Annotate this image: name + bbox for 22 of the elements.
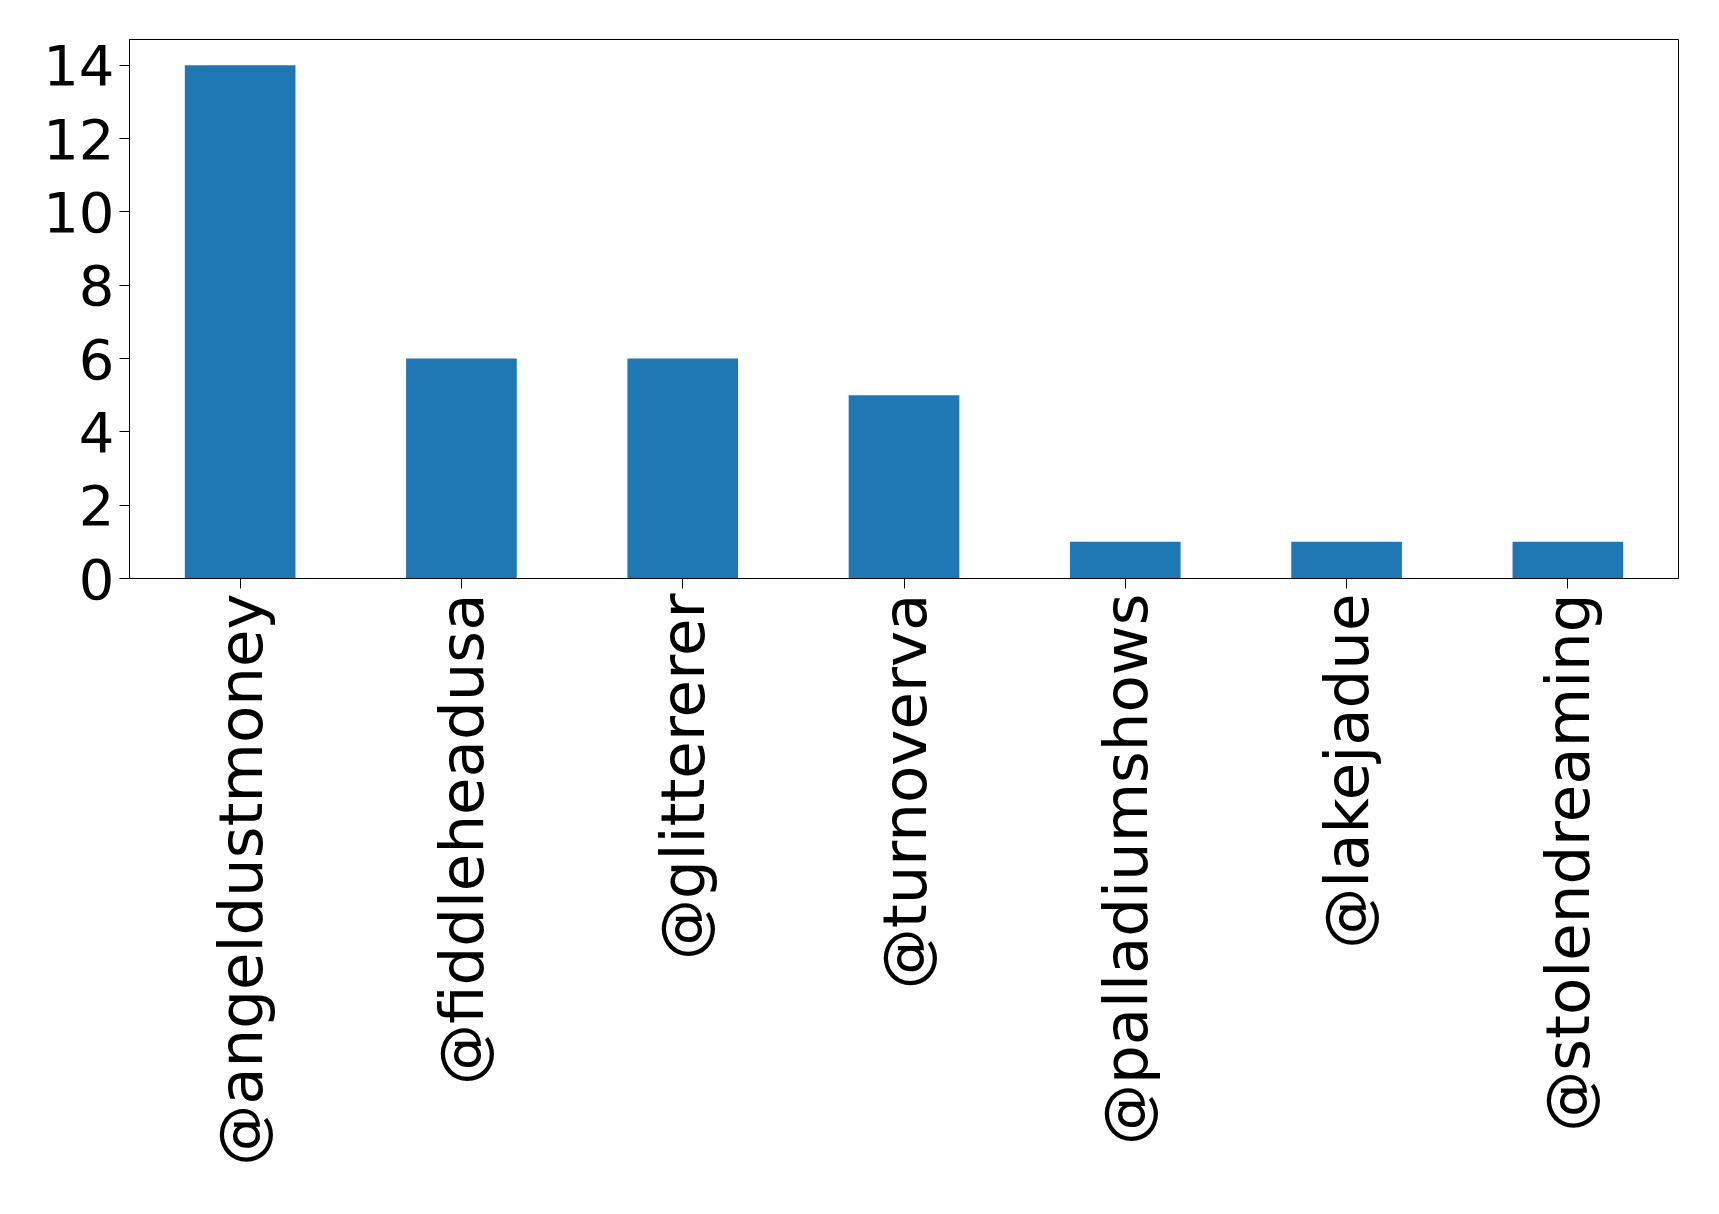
x-tick-label: @stolendreaming (1532, 593, 1604, 1132)
y-tick-label: 4 (78, 399, 115, 465)
x-tick-label: @lakejadue (1311, 593, 1383, 949)
y-tick-label: 12 (43, 106, 115, 172)
bar (1512, 541, 1624, 579)
x-tick-label: @turnoverva (868, 593, 940, 990)
bar (184, 65, 296, 579)
x-tick-label: @glittererer (647, 592, 719, 961)
bar (1069, 541, 1181, 579)
y-tick-label: 10 (43, 179, 115, 245)
bar (848, 395, 960, 579)
x-tick-label: @angeldustmoney (204, 593, 276, 1166)
bar (406, 358, 517, 579)
x-tick-label: @fiddleheadusa (425, 593, 497, 1085)
bar (627, 358, 739, 579)
y-tick-label: 8 (78, 253, 115, 319)
y-tick-label: 6 (78, 326, 115, 392)
x-tick-label: @palladiumshows (1089, 593, 1161, 1146)
y-tick-label: 2 (78, 473, 115, 539)
bar (1291, 541, 1402, 579)
y-tick-label: 14 (43, 33, 115, 99)
y-tick-label: 0 (78, 546, 115, 612)
